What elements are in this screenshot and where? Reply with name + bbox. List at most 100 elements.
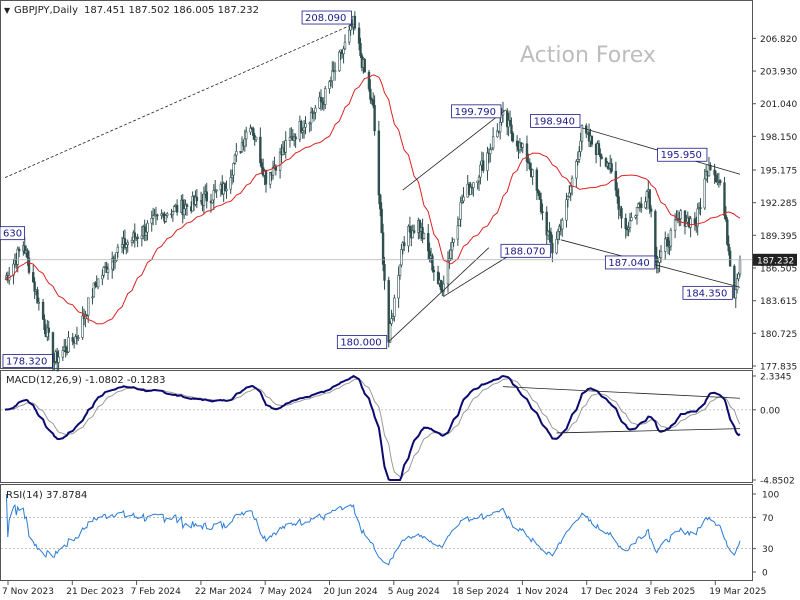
- svg-text:199.790: 199.790: [455, 107, 496, 118]
- candle: [140, 225, 144, 247]
- candle: [683, 210, 687, 235]
- price-label: 180.000: [336, 335, 388, 349]
- candle: [521, 143, 524, 154]
- candle: [252, 126, 255, 140]
- candle: [666, 233, 670, 255]
- candle: [422, 232, 426, 240]
- candle: [353, 11, 357, 31]
- price-tick-label: 203.930: [760, 68, 797, 78]
- rsi-line: [5, 493, 741, 566]
- macd-signal-line: [4, 378, 741, 478]
- candle: [32, 265, 35, 283]
- candle: [308, 121, 311, 133]
- candle: [407, 224, 410, 253]
- macd-title: MACD(12,26,9) -1.0802 -0.1283: [6, 375, 166, 386]
- candle: [363, 57, 366, 73]
- price-tick-label: 177.835: [760, 363, 797, 373]
- candle: [418, 219, 421, 239]
- candle: [531, 169, 534, 185]
- candle: [309, 107, 313, 132]
- rsi-tick-label: 70: [762, 514, 774, 524]
- candle: [274, 164, 278, 176]
- candle: [673, 213, 677, 239]
- candle: [33, 277, 36, 300]
- price-label: 188.070: [500, 243, 551, 258]
- candle: [126, 239, 129, 253]
- candle: [338, 50, 341, 73]
- candle: [490, 147, 493, 150]
- candle: [528, 158, 531, 171]
- candle: [397, 266, 400, 308]
- candle: [398, 264, 402, 280]
- candle: [403, 236, 406, 252]
- candle: [47, 320, 50, 341]
- candle: [91, 288, 94, 305]
- date-tick-label: 19 Mar 2025: [709, 587, 766, 597]
- candle: [150, 210, 153, 232]
- candle: [235, 143, 238, 162]
- candle: [156, 213, 159, 221]
- candle: [333, 62, 337, 81]
- price-tick-label: 195.175: [760, 167, 797, 177]
- candle: [348, 26, 351, 46]
- candle: [77, 334, 80, 342]
- candle: [37, 297, 41, 311]
- candle: [212, 184, 215, 210]
- watermark: Action Forex: [520, 43, 656, 68]
- candle: [319, 89, 323, 111]
- candle: [181, 194, 184, 224]
- candle: [288, 127, 292, 148]
- macd-line: [4, 374, 741, 481]
- candle: [549, 227, 553, 244]
- candle: [240, 136, 244, 153]
- candle: [506, 108, 509, 136]
- candle: [620, 205, 623, 229]
- collapse-triangle-icon[interactable]: ▼: [4, 6, 11, 15]
- candle: [734, 289, 737, 308]
- price-tick-label: 198.150: [760, 133, 797, 143]
- candle: [575, 159, 578, 188]
- candle: [431, 253, 434, 273]
- candle: [182, 199, 186, 219]
- candle: [669, 227, 673, 251]
- candle: [486, 146, 489, 181]
- candle: [328, 80, 331, 94]
- candle: [74, 334, 77, 344]
- svg-text:630: 630: [3, 229, 22, 240]
- price-tick-label: 206.820: [760, 35, 797, 45]
- candle: [269, 172, 272, 189]
- candle: [539, 192, 543, 215]
- candle: [130, 236, 134, 247]
- candle: [133, 223, 136, 248]
- candle: [412, 224, 416, 234]
- candle: [628, 212, 632, 233]
- candle: [401, 241, 405, 255]
- upper-channel-line: [402, 109, 507, 191]
- candle: [369, 79, 372, 104]
- candle: [393, 294, 396, 322]
- candle: [17, 246, 21, 258]
- macd-tick-label: 0.00: [760, 406, 780, 416]
- price-label: 187.040: [604, 255, 656, 270]
- candle: [116, 243, 120, 258]
- candle: [57, 350, 60, 372]
- price-layer: 187.232 208.090 199.790 198.940 195.950 188.0…: [0, 10, 797, 372]
- current-price-tag: [753, 253, 797, 266]
- svg-text:187.040: 187.040: [608, 258, 649, 269]
- candle: [561, 217, 564, 237]
- price-tick-label: 192.285: [760, 199, 797, 209]
- candle: [569, 182, 572, 202]
- candle: [610, 158, 613, 174]
- candle: [377, 120, 381, 205]
- candle: [67, 331, 70, 353]
- symbol-label: GBPJPY,Daily: [14, 5, 78, 16]
- macd-tick-label: -4.8502: [760, 477, 795, 487]
- candle: [624, 213, 627, 239]
- candle: [400, 244, 403, 268]
- candle: [120, 236, 124, 254]
- candle: [71, 332, 74, 346]
- candle: [318, 91, 321, 110]
- candle: [195, 189, 199, 209]
- price-tick-label: 186.505: [760, 265, 797, 275]
- candle: [171, 210, 175, 222]
